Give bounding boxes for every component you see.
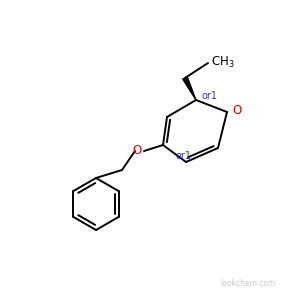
Text: or1: or1 (202, 91, 218, 101)
Text: or1: or1 (175, 151, 191, 161)
Text: O: O (133, 143, 142, 157)
Polygon shape (183, 77, 196, 100)
Text: CH$_3$: CH$_3$ (211, 54, 235, 70)
Text: lookchem.com: lookchem.com (220, 279, 276, 288)
Text: O: O (232, 104, 241, 118)
